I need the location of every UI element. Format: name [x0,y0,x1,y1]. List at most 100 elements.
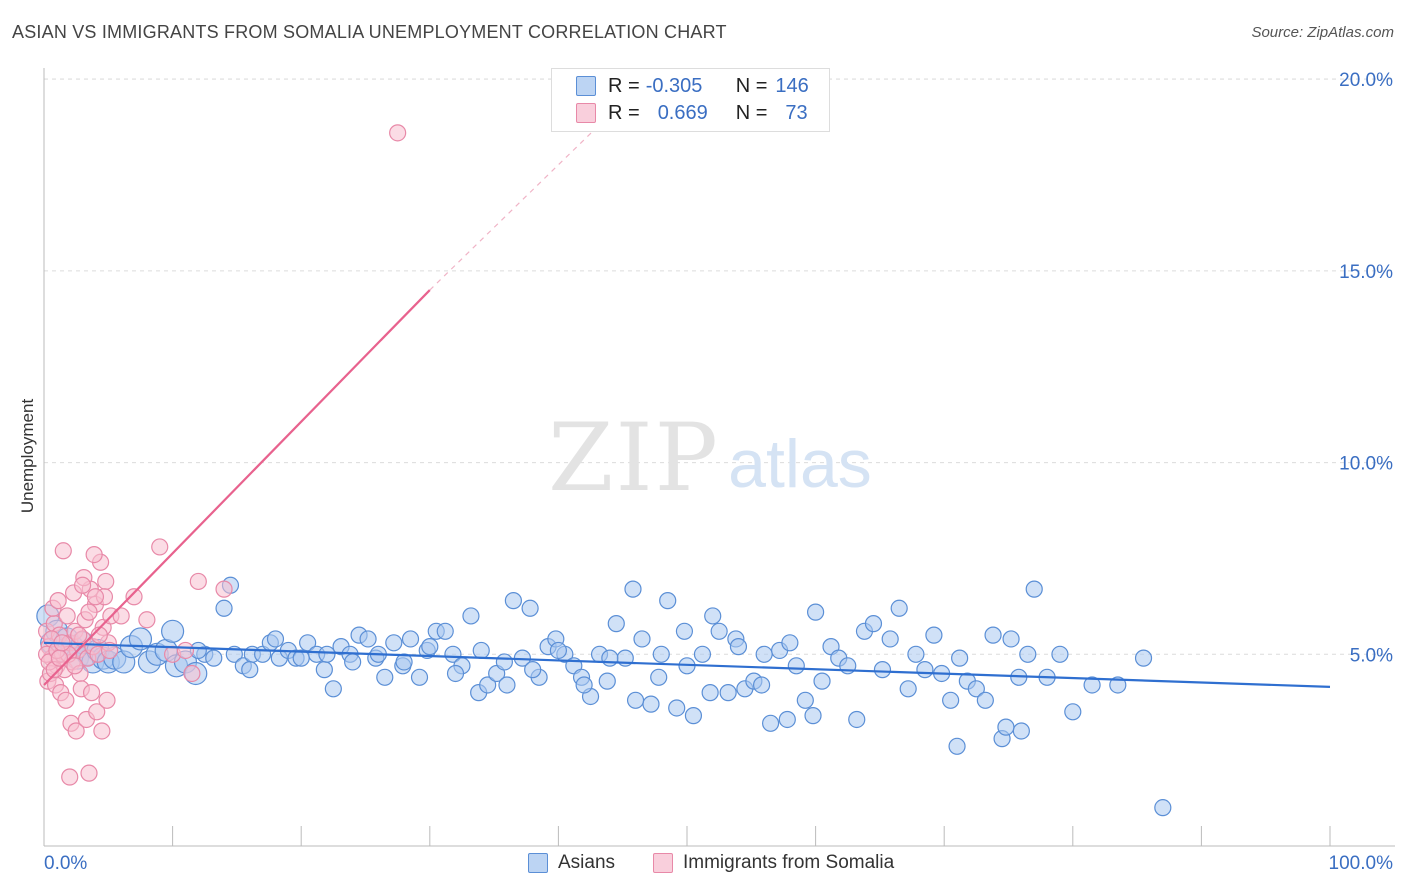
bottom-legend-asians: Asians [528,852,615,874]
asians-point [385,634,403,652]
asians-point [881,630,899,648]
legend-r-value: 0.669 [657,101,708,124]
somalia-point [389,124,407,142]
asians-point [684,707,703,725]
somalia-point [67,722,85,740]
asians-point [948,737,966,755]
bottom-legend-swatch-pink [653,853,673,873]
somalia-point [112,607,130,625]
asians-point [344,653,362,671]
somalia-point [86,588,105,606]
asians-point [925,626,943,644]
asians-point [241,661,259,679]
asians-point [266,630,285,648]
asians-point [1154,799,1172,817]
grid-lines [44,78,1395,655]
asians-point [693,645,712,663]
asians-point [598,672,616,690]
somalia-point [49,592,67,610]
somalia-point [189,572,207,591]
asians-point [607,615,625,633]
somalia-point [97,572,115,591]
asians-point [813,672,831,690]
asians-point [899,680,917,698]
asians-point [318,645,336,663]
somalia-point [93,722,111,740]
asians-point [446,664,465,683]
somalia-point [73,576,92,594]
somalia-point [98,691,116,709]
asians-point [976,691,994,709]
asians-point [462,607,480,625]
somalia-point [80,603,98,621]
asians-point [675,622,694,640]
somalia-point [183,664,201,683]
asians-point [436,622,454,640]
somalia-point [151,538,169,556]
somalia-points [37,124,407,786]
asians-point [421,638,439,656]
somalia-point [88,703,106,721]
asians-point [626,691,645,709]
asians-points [36,576,1172,817]
bottom-legend-label-somalia: Immigrants from Somalia [683,852,895,873]
legend-row-asians: R = -0.305 N = 146 [576,74,809,98]
y-tick-label: 5.0% [1350,645,1393,666]
asians-point [1134,649,1153,667]
asians-point [215,599,233,617]
asians-point [161,619,185,643]
somalia-point [66,657,84,675]
legend-n-value: 73 [785,101,808,124]
asians-point [292,649,310,667]
asians-point [324,680,342,698]
watermark-atlas: atlas [728,426,872,502]
asians-point [524,661,542,679]
legend-r-label: R = [608,74,640,97]
somalia-point [61,768,79,786]
somalia-point [85,546,103,564]
asians-point [495,653,513,671]
asians-point [701,684,719,702]
asians-point [704,607,722,625]
asians-point [633,630,651,648]
asians-point [864,615,883,633]
asians-point [659,592,677,610]
bottom-legend-somalia: Immigrants from Somalia [653,852,894,874]
asians-point [752,676,771,694]
asians-point [1012,722,1030,740]
legend-r-value: -0.305 [645,74,703,97]
asians-point [967,680,985,698]
asians-point [804,707,822,725]
somalia-point [58,607,76,625]
source-label: Source: ZipAtlas.com [1251,24,1394,41]
somalia-trend-line [43,289,431,686]
asians-point [315,661,333,679]
asians-point [1109,676,1127,694]
asians-point [916,661,934,679]
asians-point [984,626,1002,644]
asians-point [873,661,892,679]
y-tick-label: 15.0% [1339,262,1393,283]
legend-r-label: R = [608,101,640,124]
asians-point [650,668,668,686]
asians-point [1064,703,1082,721]
asians-point [951,649,969,667]
asians-point [719,684,737,702]
asians-point [781,634,799,652]
legend-n-label: N = [735,74,768,97]
asians-point [410,668,429,686]
asians-point [575,676,593,694]
asians-point [1019,645,1037,663]
legend-n-value: 146 [775,74,809,97]
asians-point [521,599,539,617]
asians-point [729,638,748,656]
legend-swatch-blue [576,76,596,96]
asians-point [498,676,516,694]
asians-point [395,653,413,671]
asians-point [401,630,420,648]
asians-point [778,710,796,729]
asians-point [205,649,223,667]
somalia-point [215,580,233,598]
asians-point [128,627,153,651]
asians-point [1002,630,1020,648]
